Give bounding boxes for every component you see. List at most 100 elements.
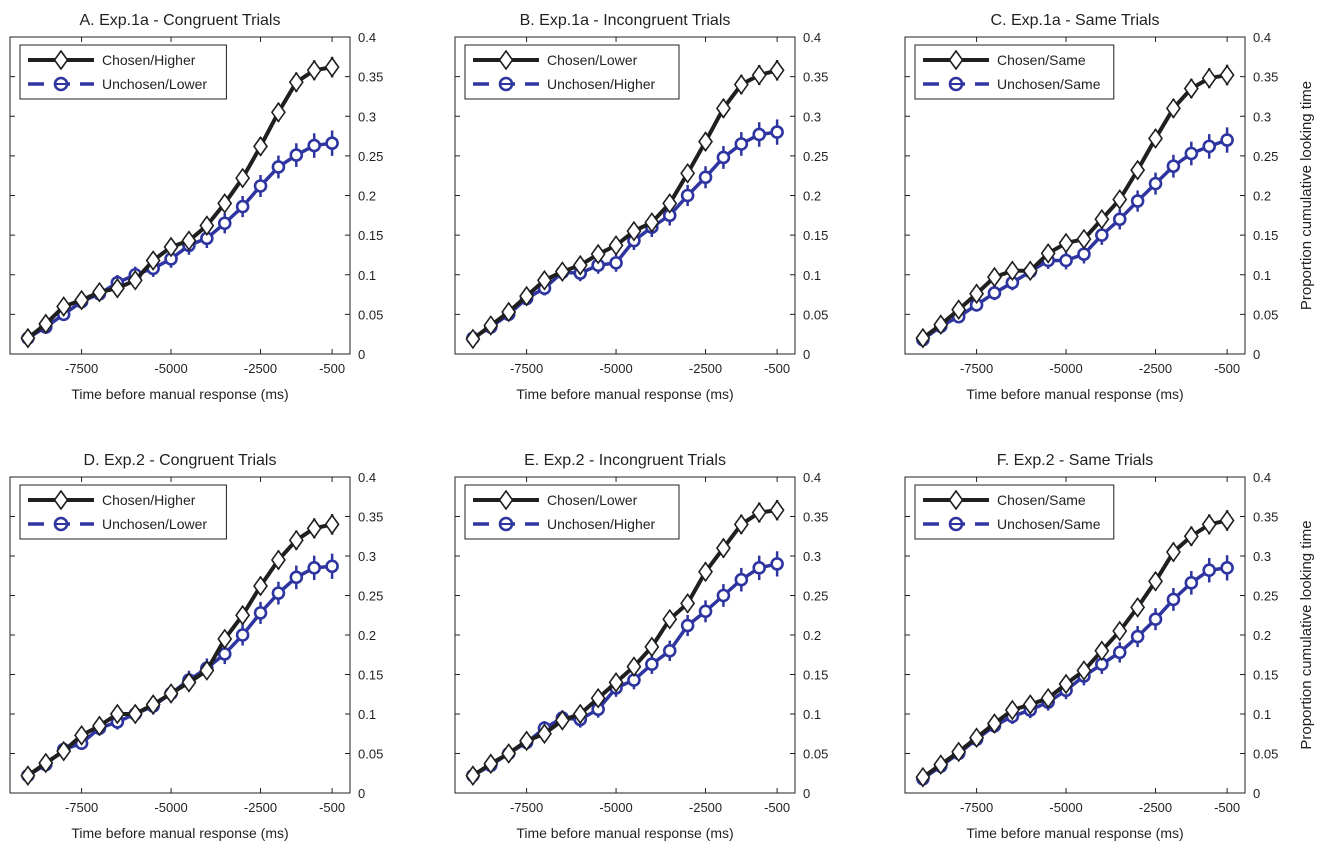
series-line xyxy=(921,518,1228,779)
data-point xyxy=(501,301,517,323)
data-point xyxy=(698,561,713,583)
y-tick-label: 0.25 xyxy=(1253,589,1278,604)
y-tick-label: 0 xyxy=(358,347,365,362)
data-point xyxy=(1040,687,1056,709)
x-tick-label: -7500 xyxy=(65,361,98,376)
data-point xyxy=(1183,78,1199,99)
data-point xyxy=(1059,253,1073,268)
data-point xyxy=(770,125,784,139)
legend-box xyxy=(19,484,227,540)
data-point xyxy=(235,604,251,626)
legend-diamond-marker xyxy=(53,489,69,511)
data-point xyxy=(1112,212,1127,227)
legend-label: Unchosen/Lower xyxy=(102,516,207,532)
legend-diamond-marker xyxy=(948,49,964,71)
series-line xyxy=(472,562,778,778)
data-point xyxy=(127,703,143,725)
y-tick-label: 0 xyxy=(803,786,810,801)
y-tick-label: 0.35 xyxy=(803,70,828,85)
data-point xyxy=(716,150,731,165)
y-tick-label: 0.35 xyxy=(358,70,383,85)
y-tick-label: 0.15 xyxy=(803,668,828,683)
x-tick-label: -5000 xyxy=(154,800,187,815)
data-point xyxy=(1040,242,1056,264)
data-point xyxy=(1022,694,1038,715)
data-point xyxy=(92,715,107,737)
legend-box xyxy=(914,44,1115,100)
data-point xyxy=(1022,260,1038,282)
data-point xyxy=(501,743,517,764)
x-axis-label: Time before manual response (ms) xyxy=(516,825,733,841)
data-point xyxy=(74,289,90,311)
series-line xyxy=(471,68,778,341)
y-tick-label: 0 xyxy=(803,347,810,362)
data-point xyxy=(951,299,967,320)
data-point xyxy=(217,216,232,231)
data-point xyxy=(181,672,197,693)
data-point xyxy=(181,230,197,252)
x-tick-label: -5000 xyxy=(1049,361,1082,376)
legend-label: Unchosen/Higher xyxy=(547,76,656,92)
x-tick-label: -2500 xyxy=(1139,361,1172,376)
series-line xyxy=(471,508,778,778)
data-point xyxy=(987,286,1002,300)
legend-label: Chosen/Same xyxy=(997,52,1086,68)
data-point xyxy=(307,138,322,153)
x-tick-label: -7500 xyxy=(960,800,993,815)
data-point xyxy=(1130,596,1146,618)
legend-label: Chosen/Lower xyxy=(547,492,638,508)
data-point xyxy=(698,131,713,152)
data-point xyxy=(1095,228,1109,242)
y-tick-label: 0.15 xyxy=(1253,668,1278,683)
x-tick-label: -2500 xyxy=(1139,800,1172,815)
data-point xyxy=(1202,563,1217,578)
legend-entry-unchosen: Unchosen/Lower xyxy=(28,516,207,532)
y-tick-label: 0.15 xyxy=(358,668,383,683)
x-tick-label: -2500 xyxy=(689,800,722,815)
data-point xyxy=(751,502,767,523)
data-point xyxy=(716,588,731,603)
data-point xyxy=(1202,139,1217,154)
data-point xyxy=(769,499,785,521)
y-axis-label: Proportion cumulative looking time xyxy=(1298,81,1315,310)
legend: Chosen/Lower Unchosen/Higher xyxy=(464,44,680,100)
data-point xyxy=(644,212,660,233)
data-point xyxy=(969,283,985,305)
data-point xyxy=(145,694,161,715)
legend: Chosen/Same Unchosen/Same xyxy=(914,44,1115,100)
y-tick-label: 0.2 xyxy=(358,189,376,204)
data-point xyxy=(1183,525,1199,547)
data-point xyxy=(733,514,749,535)
chart-title: F. Exp.2 - Same Trials xyxy=(997,452,1154,469)
data-point xyxy=(307,561,322,575)
data-point xyxy=(519,730,535,752)
data-point xyxy=(1112,189,1128,210)
data-point xyxy=(235,199,250,214)
y-tick-label: 0.25 xyxy=(1253,149,1278,164)
legend-label: Chosen/Higher xyxy=(102,492,196,508)
data-point xyxy=(608,672,624,693)
x-tick-label: -5000 xyxy=(1049,800,1082,815)
chart-title: A. Exp.1a - Congruent Trials xyxy=(80,12,281,29)
data-point xyxy=(1130,194,1145,208)
data-point xyxy=(56,740,72,762)
data-point xyxy=(56,296,72,317)
legend-diamond-marker xyxy=(948,489,964,511)
data-point xyxy=(626,656,642,677)
data-point xyxy=(289,570,304,585)
data-point xyxy=(20,327,36,349)
series-line xyxy=(26,65,333,340)
data-point xyxy=(1076,660,1092,681)
data-point xyxy=(465,765,481,786)
data-point xyxy=(662,608,678,630)
data-point xyxy=(1165,541,1181,563)
x-tick-label: -500 xyxy=(764,800,790,815)
x-tick-label: -2500 xyxy=(244,361,277,376)
data-point xyxy=(969,727,985,749)
data-point xyxy=(1148,176,1163,191)
data-point xyxy=(751,64,767,86)
y-tick-label: 0.05 xyxy=(803,747,828,762)
data-point xyxy=(271,586,286,600)
y-tick-label: 0.3 xyxy=(358,549,376,564)
